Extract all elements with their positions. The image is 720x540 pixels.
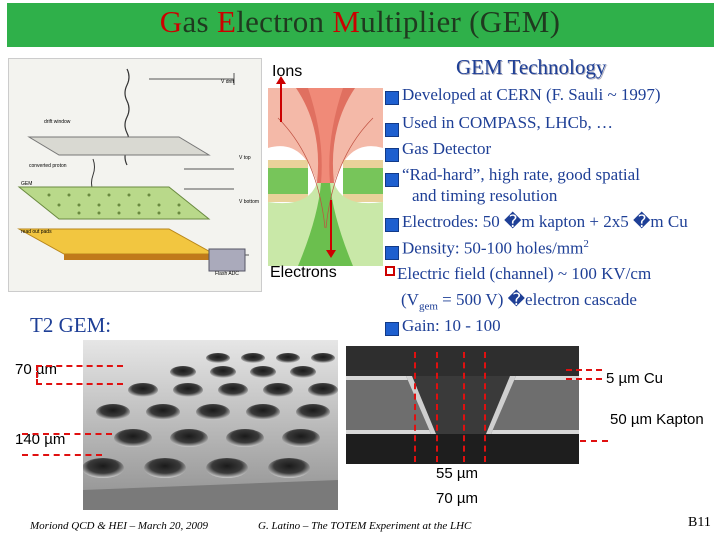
bullet-icon — [385, 218, 399, 232]
dimension-line — [414, 352, 416, 462]
bullet-text: Gas Detector — [402, 139, 492, 158]
bullet-icon — [385, 322, 399, 336]
dimension-line — [484, 352, 486, 462]
slide-title: Gas Electron Multiplier (GEM) — [159, 4, 561, 39]
bullet-text: Used in COMPASS, LHCb, … — [402, 113, 613, 132]
electrons-arrow — [330, 200, 332, 252]
electrons-label: Electrons — [270, 264, 337, 281]
gem-schematic-image: V drift drift window converted proton GE… — [8, 58, 262, 292]
schematic-label-vdrift: V drift — [221, 79, 235, 85]
t2-gem-label: T2 GEM: — [30, 313, 112, 337]
dimension-line — [580, 440, 608, 442]
bullet-icon — [385, 123, 399, 137]
footer-conference: Moriond QCD & HEI – March 20, 2009 — [30, 520, 209, 532]
ions-arrow — [280, 78, 282, 122]
schematic-label-readout: read out pads — [21, 229, 52, 235]
dimension-line — [36, 383, 123, 385]
dimension-line — [36, 365, 123, 367]
ions-label: Ions — [272, 63, 303, 80]
bullet-text-continued: and timing resolution — [412, 186, 558, 205]
bullet-text: Density: 50-100 holes/mm2 — [402, 238, 589, 258]
schematic-label-flash-adc: Flash ADC — [215, 271, 239, 277]
bullet-icon — [385, 246, 399, 260]
schematic-label-gem: GEM — [21, 181, 33, 187]
schematic-label-converted-proton: converted proton — [29, 163, 67, 169]
dimension-line — [566, 369, 602, 371]
dimension-line — [463, 352, 465, 462]
dimension-label-5um-cu: 5 µm Cu — [606, 370, 663, 387]
dimension-label-55um: 55 µm — [436, 465, 478, 482]
bullet-text: Electric field (channel) ~ 100 KV/cm — [397, 264, 652, 283]
sem-holes-image — [83, 340, 338, 510]
schematic-label-vbot: V bottom — [239, 199, 260, 205]
page-number: B11 — [688, 515, 711, 530]
bullet-text: Developed at CERN (F. Sauli ~ 1997) — [402, 85, 661, 104]
dimension-line — [566, 378, 602, 380]
bullet-text: Electrodes: 50 �m kapton + 2x5 �m Cu — [402, 212, 688, 231]
bullet-icon — [385, 91, 399, 105]
dimension-label-140um: 140 µm — [15, 431, 66, 448]
schematic-label-vtop: V top — [239, 155, 251, 161]
dimension-label-50um-kapton: 50 µm Kapton — [610, 411, 704, 428]
bullet-text: “Rad-hard”, high rate, good spatial — [402, 165, 640, 184]
dimension-label-70um-bottom: 70 µm — [436, 490, 478, 507]
field-simulation-image — [268, 88, 383, 266]
dimension-line — [436, 352, 438, 462]
footer-author: G. Latino – The TOTEM Experiment at the … — [258, 520, 472, 532]
electrons-arrowhead — [326, 250, 336, 258]
bullet-text: Gain: 10 - 100 — [402, 316, 501, 335]
bullet-icon — [385, 173, 399, 187]
bullet-text-continued: (Vgem = 500 V) �electron cascade — [401, 290, 637, 313]
bullet-icon — [385, 148, 399, 162]
sem-cross-section-image — [346, 346, 579, 464]
ions-arrowhead — [276, 76, 286, 84]
schematic-label-drift-window: drift window — [44, 119, 71, 125]
dimension-line — [22, 433, 112, 435]
section-heading: GEM Technology — [456, 55, 607, 79]
dimension-line — [22, 454, 102, 456]
title-bar — [7, 3, 714, 47]
dimension-line — [36, 365, 38, 385]
bullet-icon-outline — [385, 266, 395, 276]
